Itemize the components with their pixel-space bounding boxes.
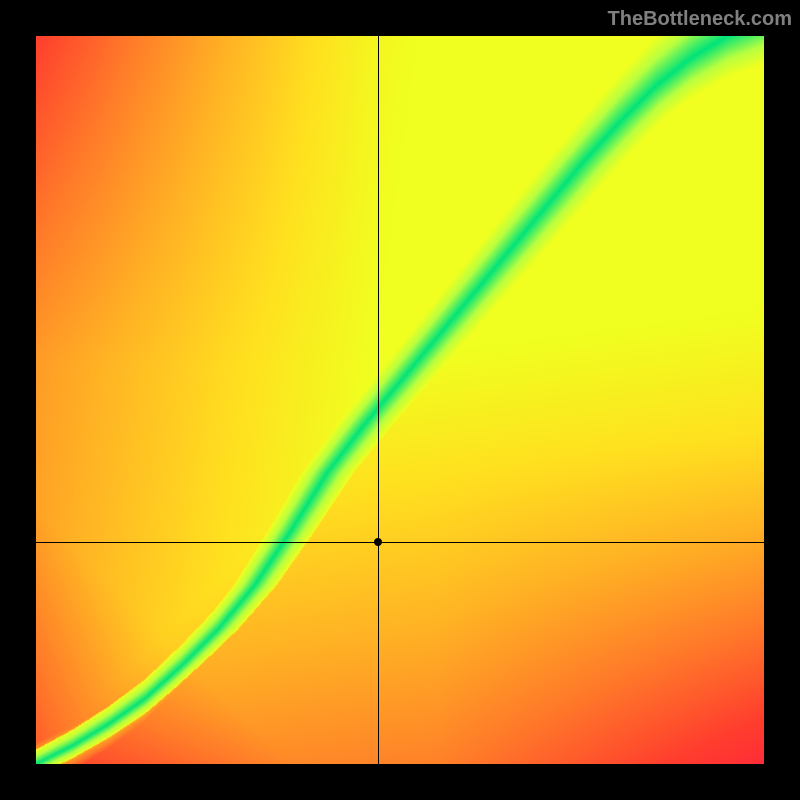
crosshair-horizontal [36, 542, 764, 543]
selected-point-marker [374, 538, 382, 546]
crosshair-vertical [378, 36, 379, 764]
bottleneck-heatmap-plot [36, 36, 764, 764]
watermark-text: TheBottleneck.com [608, 8, 792, 31]
heatmap-canvas [36, 36, 764, 764]
